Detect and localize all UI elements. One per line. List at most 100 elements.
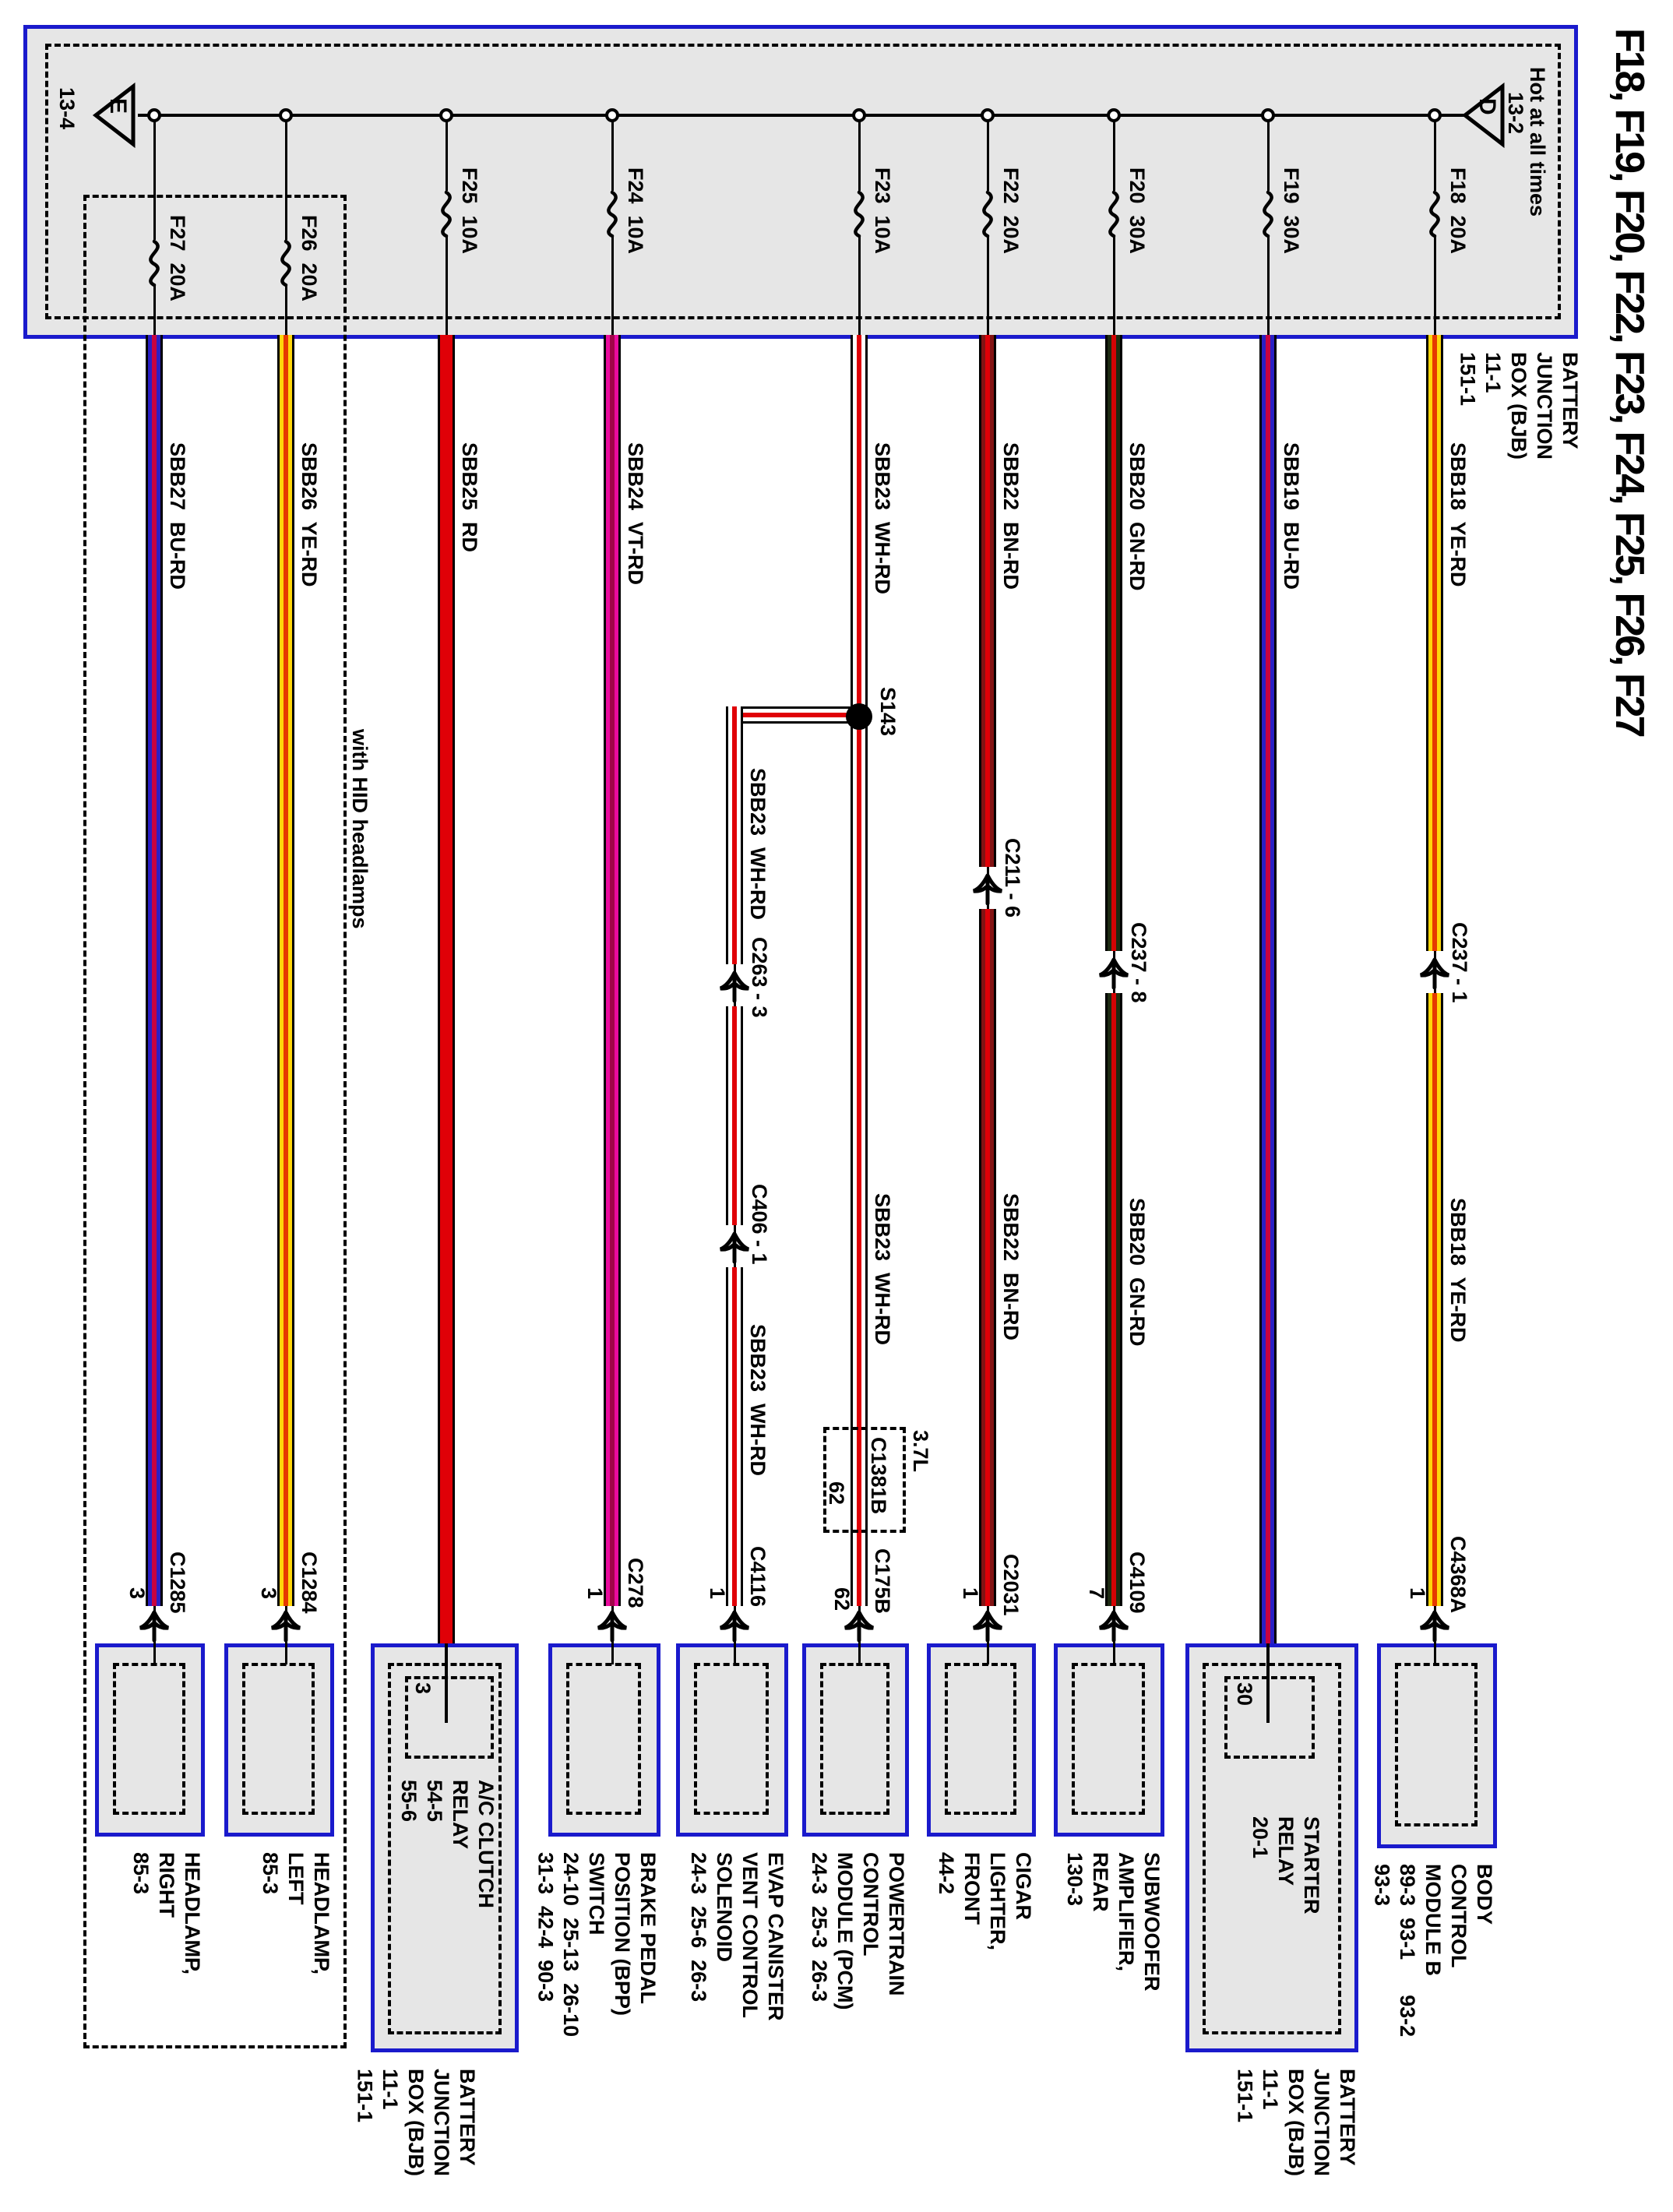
bjb-bottom-label-line: JUNCTION <box>430 2069 454 2177</box>
fuse-lead-top <box>153 121 156 240</box>
bjb-inner-dashed-outline <box>45 44 1561 319</box>
battery-junction-box-top <box>23 25 1578 339</box>
connector-c278-icon <box>597 1610 628 1643</box>
inline-connector-label: C263 - 3 <box>748 937 771 1018</box>
connector-name: C4109 <box>1125 1552 1149 1614</box>
inline-connector-c263-3-icon <box>719 970 750 1003</box>
wire-label-sbb19: SBB19 BU-RD <box>1280 442 1303 590</box>
component-label-bpp-switch-line: SWITCH <box>585 1852 609 1936</box>
fuse-label: F19 30A <box>1280 167 1303 255</box>
connector-c1284-icon <box>270 1610 301 1643</box>
fuse-symbol-f19 <box>1263 190 1273 238</box>
component-label-cigar-lighter-line: CIGAR <box>1012 1852 1035 1920</box>
component-label-headlamp-left-line: HEADLAMP, <box>310 1852 333 1975</box>
offpage-connector-e-icon <box>92 82 136 149</box>
component-label-subwoofer-amplifier-line: 130-3 <box>1063 1852 1087 1907</box>
fuse-symbol-f22 <box>982 190 993 238</box>
connector-name: C278 <box>624 1558 647 1608</box>
relay-pin-number: 30 <box>1233 1682 1256 1707</box>
inline-connector-label: C211 - 6 <box>1001 838 1024 918</box>
connector-pin-number: 1 <box>706 1587 729 1600</box>
relay-label-bjb-ac-clutch-relay-line: 55-6 <box>397 1780 421 1823</box>
connector-pin-number: 7 <box>1085 1587 1108 1600</box>
offpage-letter-e: E <box>105 98 131 114</box>
wire-label-sbb18: SBB18 YE-RD <box>1446 442 1470 587</box>
hid-option-note: with HID headlamps <box>348 729 372 929</box>
wire-label-sbb26: SBB26 YE-RD <box>298 442 321 587</box>
component-label-evap-solenoid-line: VENT CONTROL <box>738 1852 763 2018</box>
wire-sbb27 <box>146 335 163 1606</box>
wire-label-sbb24: SBB24 VT-RD <box>624 442 647 586</box>
component-dashed-outline <box>1395 1663 1478 1826</box>
component-label-bcm-line: BODY <box>1473 1864 1496 1925</box>
fuse-lead-bottom <box>986 236 989 336</box>
relay-entry-line <box>445 1643 448 1723</box>
component-dashed-outline <box>820 1663 889 1815</box>
connector-c4116-icon <box>719 1610 750 1643</box>
inline-connector-label: C237 - 8 <box>1127 922 1150 1003</box>
component-label-headlamp-left: HEADLAMP, LEFT 85-3 <box>257 1852 334 1974</box>
component-label-subwoofer-amplifier-line: SUBWOOFER <box>1140 1852 1164 1992</box>
power-bus-bar <box>138 114 1464 117</box>
fuse-lead-top <box>445 121 448 191</box>
fuse-lead-top <box>986 121 989 191</box>
bjb-bottom-label-line: 11-1 <box>1259 2069 1283 2110</box>
wire-label-sbb25: SBB25 RD <box>458 442 481 553</box>
component-label-headlamp-left-line: 85-3 <box>259 1852 283 1895</box>
relay-dashed-square <box>405 1676 494 1759</box>
component-label-bpp-switch-line: POSITION (BPP) <box>611 1852 635 2017</box>
offpage-connector-d-icon <box>1461 82 1505 149</box>
relay-label-bjb-ac-clutch-relay: A/C CLUTCH RELAY 54-5 55-6 <box>396 1780 498 1908</box>
component-dashed-outline <box>694 1663 769 1815</box>
connector-name: C2031 <box>999 1554 1023 1616</box>
wire-sbb24 <box>604 335 621 1606</box>
grid-ref-left: 13-4 <box>55 87 79 130</box>
connector-name: C1284 <box>298 1552 321 1614</box>
inline-connector-c211-6-icon <box>972 873 1003 906</box>
bjb-top-label-line: BOX (BJB) <box>1507 352 1531 460</box>
fuse-label: F27 20A <box>166 215 189 302</box>
fuse-lead-bottom <box>153 285 156 336</box>
relay-label-bjb-starter-relay-line: RELAY <box>1274 1816 1298 1886</box>
component-label-bcm-line: CONTROL <box>1447 1864 1471 1968</box>
bjb-top-label-line: BATTERY <box>1559 352 1582 449</box>
wire-label-sbb22-repeat: SBB22 BN-RD <box>999 1193 1023 1341</box>
component-label-pcm-line: MODULE (PCM) <box>833 1852 858 2010</box>
splice-s143-label: S143 <box>876 687 900 737</box>
bjb-top-label-line: 151-1 <box>1456 352 1480 407</box>
bjb-top-label-line: 11-1 <box>1481 352 1506 393</box>
relay-label-bjb-starter-relay: STARTER RELAY 20-1 <box>1247 1816 1324 1914</box>
fuse-label: F24 10A <box>624 167 647 255</box>
component-label-pcm-line: POWERTRAIN <box>885 1852 908 1996</box>
wire-sbb19 <box>1259 335 1277 1643</box>
alt-connector-pin: 62 <box>825 1481 848 1506</box>
component-dashed-outline <box>566 1663 641 1815</box>
component-label-evap-solenoid-line: 24-3 25-6 26-3 <box>687 1852 711 2002</box>
component-box-pcm <box>802 1643 909 1837</box>
wire-sbb26 <box>277 335 294 1606</box>
inline-connector-c406-1-icon <box>719 1231 750 1264</box>
bjb-inner-dashed-outline <box>1203 1663 1341 2034</box>
bjb-bottom-label: BATTERY JUNCTION BOX (BJB) 11-1 151-1 <box>351 2069 480 2176</box>
wire-sbb23-branch <box>726 1267 743 1606</box>
connector-pin-number: 3 <box>125 1587 149 1600</box>
connector-pin-number: 1 <box>1406 1587 1429 1600</box>
wire-sbb22 <box>979 909 996 1606</box>
inline-connector-c237-8-icon <box>1098 957 1129 990</box>
bjb-bottom-label: BATTERY JUNCTION BOX (BJB) 11-1 151-1 <box>1231 2069 1360 2176</box>
component-label-subwoofer-amplifier-line: REAR <box>1089 1852 1113 1912</box>
wire-label-sbb23-branch-repeat: SBB23 WH-RD <box>746 1324 770 1477</box>
component-dashed-outline <box>945 1663 1016 1815</box>
wire-label-sbb22: SBB22 BN-RD <box>999 442 1023 590</box>
component-label-headlamp-right: HEADLAMP, RIGHT 85-3 <box>128 1852 205 1974</box>
wire-label-sbb27: SBB27 BU-RD <box>166 442 189 590</box>
offpage-letter-d: D <box>1474 98 1500 115</box>
grid-ref-right: 13-2 <box>1504 92 1527 135</box>
relay-pin-number: 3 <box>411 1682 435 1695</box>
splice-s143 <box>846 703 872 730</box>
inline-connector-c237-1-icon <box>1419 957 1450 990</box>
component-label-bcm-line: 93-3 <box>1370 1864 1394 1907</box>
fuse-label: F18 20A <box>1446 167 1470 255</box>
component-label-headlamp-right-line: HEADLAMP, <box>181 1852 204 1975</box>
